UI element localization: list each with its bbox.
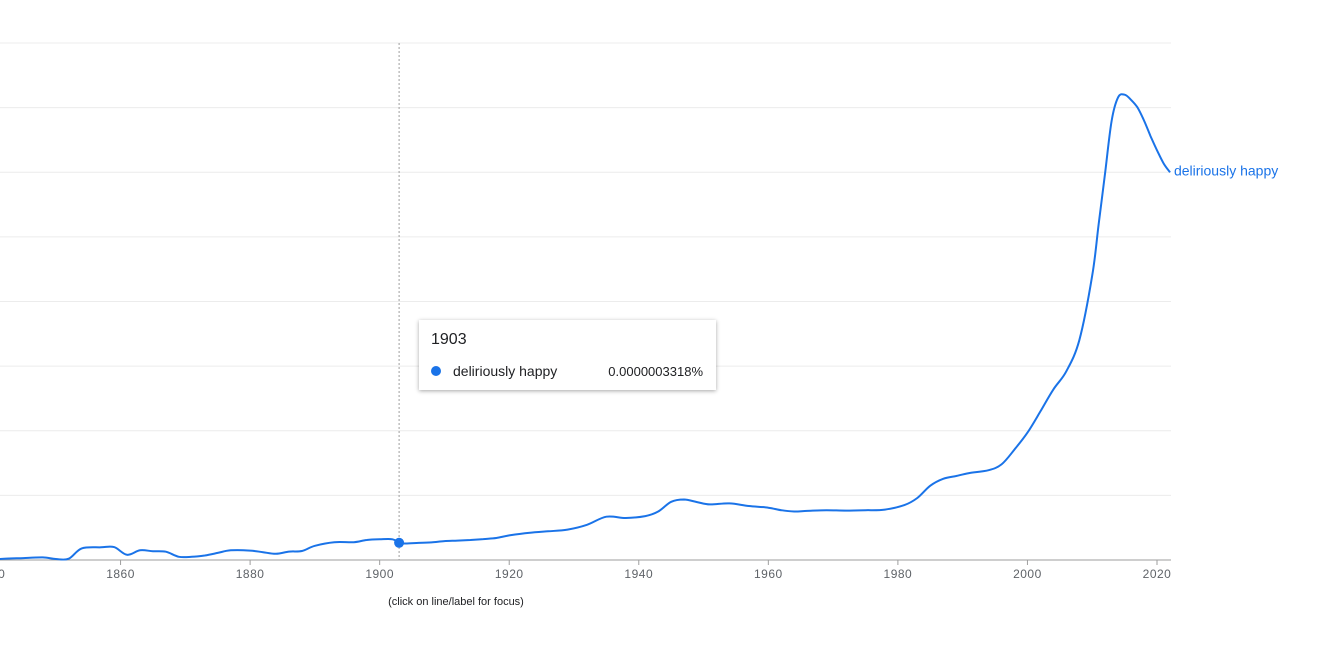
x-tick-label: 1940 — [624, 567, 653, 581]
series-layer[interactable]: deliriously happy — [0, 93, 1278, 561]
hover-tooltip: 1903 deliriously happy 0.0000003318% — [419, 320, 716, 390]
x-tick-label: 1840 — [0, 567, 5, 581]
series-label[interactable]: deliriously happy — [1174, 162, 1278, 178]
series-line[interactable] — [0, 93, 1171, 561]
gridlines — [0, 42, 1171, 496]
x-tick-label: 1920 — [495, 567, 524, 581]
tooltip-series-value: 0.0000003318% — [608, 364, 703, 379]
focus-hint-text: (click on line/label for focus) — [388, 596, 524, 608]
x-tick-label: 2000 — [1013, 567, 1042, 581]
x-axis-ticks: 1840 1860 1880 1900 1920 1940 1960 1980 2000 2020 — [0, 560, 1171, 581]
x-tick-label: 1880 — [236, 567, 265, 581]
x-tick-label: 2020 — [1143, 567, 1172, 581]
tooltip-year: 1903 — [431, 331, 467, 348]
focus-point[interactable] — [394, 537, 405, 548]
x-tick-label: 1960 — [754, 567, 783, 581]
tooltip-series-name: deliriously happy — [453, 363, 558, 379]
x-tick-label: 1980 — [884, 567, 913, 581]
x-tick-label: 1860 — [106, 567, 135, 581]
x-tick-label: 1900 — [365, 567, 394, 581]
tooltip-series-dot-icon — [431, 366, 441, 376]
